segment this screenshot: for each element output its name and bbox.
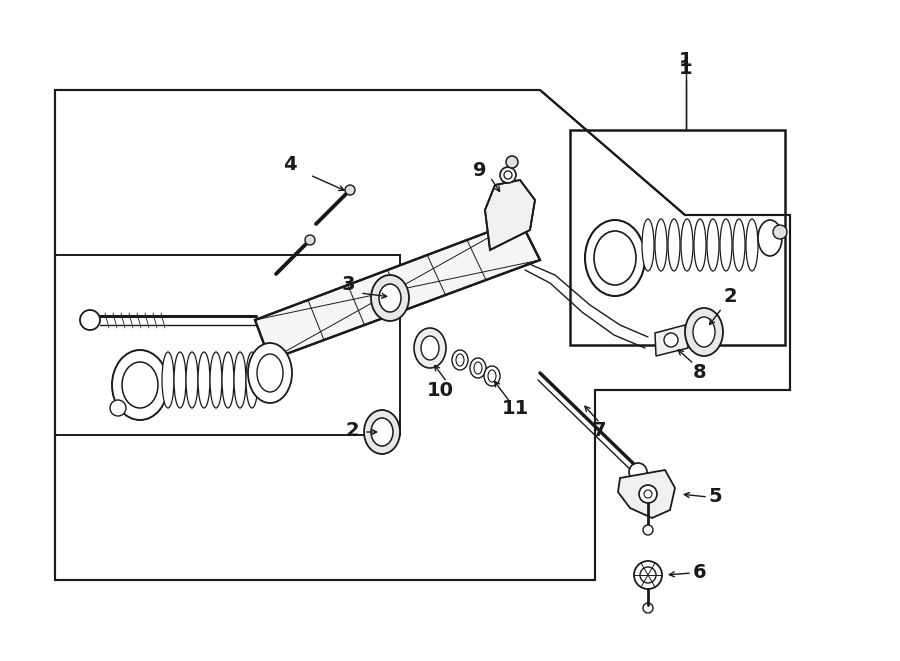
Bar: [570, 130, 785, 345]
Ellipse shape: [162, 352, 174, 408]
Circle shape: [643, 525, 653, 535]
Ellipse shape: [694, 219, 706, 271]
Ellipse shape: [379, 284, 401, 312]
Text: 6: 6: [693, 563, 706, 582]
Circle shape: [629, 463, 647, 481]
Ellipse shape: [484, 366, 500, 386]
Ellipse shape: [685, 308, 723, 356]
Text: 8: 8: [693, 362, 706, 381]
Circle shape: [773, 225, 787, 239]
Text: 11: 11: [501, 399, 528, 418]
Circle shape: [664, 333, 678, 347]
Ellipse shape: [222, 352, 234, 408]
Circle shape: [500, 167, 516, 183]
Polygon shape: [255, 220, 540, 360]
Ellipse shape: [642, 219, 654, 271]
Bar: [55, 255, 400, 435]
Circle shape: [506, 156, 518, 168]
Text: 2: 2: [724, 286, 737, 305]
Text: 1: 1: [680, 59, 693, 77]
Text: 9: 9: [473, 161, 487, 180]
Ellipse shape: [746, 219, 758, 271]
Ellipse shape: [668, 219, 680, 271]
Ellipse shape: [758, 220, 782, 256]
Ellipse shape: [234, 352, 246, 408]
Text: 2: 2: [346, 420, 359, 440]
Circle shape: [640, 567, 656, 583]
Ellipse shape: [594, 231, 636, 285]
Ellipse shape: [474, 362, 482, 374]
Circle shape: [644, 490, 652, 498]
Circle shape: [504, 171, 512, 179]
Ellipse shape: [470, 358, 486, 378]
Ellipse shape: [246, 352, 258, 408]
Ellipse shape: [122, 362, 158, 408]
Text: 4: 4: [284, 155, 297, 175]
Ellipse shape: [186, 352, 198, 408]
Text: 10: 10: [427, 381, 454, 399]
Circle shape: [634, 561, 662, 589]
Ellipse shape: [421, 336, 439, 360]
Ellipse shape: [248, 343, 292, 403]
Ellipse shape: [198, 352, 210, 408]
Ellipse shape: [488, 370, 496, 382]
Circle shape: [639, 485, 657, 503]
Circle shape: [80, 310, 100, 330]
Polygon shape: [618, 470, 675, 518]
Polygon shape: [485, 180, 535, 250]
Circle shape: [110, 400, 126, 416]
Ellipse shape: [456, 354, 464, 366]
Ellipse shape: [257, 354, 283, 392]
Polygon shape: [55, 90, 790, 580]
Ellipse shape: [210, 352, 222, 408]
Circle shape: [305, 235, 315, 245]
Ellipse shape: [371, 418, 393, 446]
Ellipse shape: [707, 219, 719, 271]
Ellipse shape: [585, 220, 645, 296]
Circle shape: [345, 185, 355, 195]
Ellipse shape: [452, 350, 468, 370]
Ellipse shape: [364, 410, 400, 454]
Ellipse shape: [414, 328, 446, 368]
Ellipse shape: [720, 219, 732, 271]
Text: 5: 5: [708, 488, 722, 506]
Ellipse shape: [371, 275, 409, 321]
Text: 1: 1: [680, 50, 693, 69]
Ellipse shape: [112, 350, 168, 420]
Text: 3: 3: [341, 276, 355, 295]
Ellipse shape: [693, 317, 715, 347]
Ellipse shape: [655, 219, 667, 271]
Text: 7: 7: [593, 420, 607, 440]
Ellipse shape: [681, 219, 693, 271]
Ellipse shape: [174, 352, 186, 408]
Polygon shape: [655, 325, 688, 356]
Ellipse shape: [733, 219, 745, 271]
